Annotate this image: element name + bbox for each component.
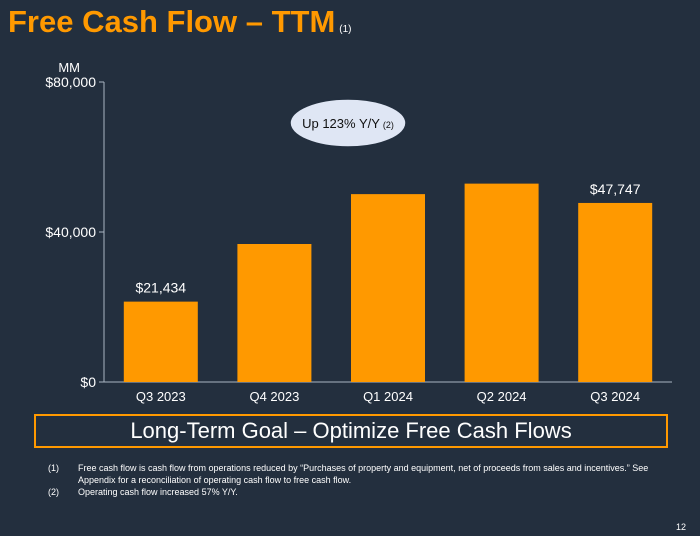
data-label: $47,747	[590, 181, 641, 197]
y-tick-label: $80,000	[45, 74, 96, 90]
bar-q4-2023	[237, 244, 312, 382]
x-tick-label: Q4 2023	[249, 389, 299, 404]
callout-main-text: Up 123% Y/Y	[302, 116, 380, 131]
bar-q3-2024	[578, 202, 653, 382]
footnote-number: (2)	[48, 487, 59, 497]
callout-ellipse	[289, 98, 407, 148]
bars	[123, 183, 653, 382]
page-number: 12	[675, 522, 686, 532]
long-term-goal-banner: Long-Term Goal – Optimize Free Cash Flow…	[34, 414, 668, 448]
footnotes: (1) Free cash flow is cash flow from ope…	[48, 462, 678, 498]
x-tick-label: Q1 2024	[363, 389, 413, 404]
footnote-text: Operating cash flow increased 57% Y/Y.	[78, 487, 238, 497]
footnote-1: (1) Free cash flow is cash flow from ope…	[48, 462, 678, 486]
footnote-text: Free cash flow is cash flow from operati…	[78, 463, 649, 485]
page-title: Free Cash Flow – TTM (1)	[8, 4, 352, 40]
footnote-2: (2) Operating cash flow increased 57% Y/…	[48, 486, 678, 498]
data-label: $21,434	[135, 280, 186, 296]
x-tick-label: Q3 2023	[136, 389, 186, 404]
fcf-bar-chart: MM $0 $40,000 $80,000 Q3 2023 Q4 2023 Q1 202…	[45, 60, 672, 404]
x-tick-label: Q2 2024	[477, 389, 527, 404]
title-text: Free Cash Flow – TTM	[8, 4, 336, 39]
y-tick-label: $40,000	[45, 224, 96, 240]
x-tick-label: Q3 2024	[590, 389, 640, 404]
bar-q2-2024	[464, 183, 539, 382]
callout-footnote-marker: (2)	[383, 120, 394, 130]
footnote-number: (1)	[48, 463, 59, 473]
y-tick-label: $0	[80, 374, 96, 390]
callout-text: Up 123% Y/Y (2)	[302, 116, 394, 131]
title-footnote-marker: (1)	[339, 24, 352, 35]
data-labels: $21,434 $47,747	[135, 181, 640, 296]
growth-callout: Up 123% Y/Y (2)	[289, 98, 407, 148]
y-unit-label: MM	[58, 60, 80, 75]
y-ticks: $0 $40,000 $80,000	[45, 74, 104, 390]
x-tick-labels: Q3 2023 Q4 2023 Q1 2024 Q2 2024 Q3 2024	[136, 389, 640, 404]
bar-q1-2024	[351, 194, 425, 382]
bar-q3-2023	[123, 301, 198, 382]
